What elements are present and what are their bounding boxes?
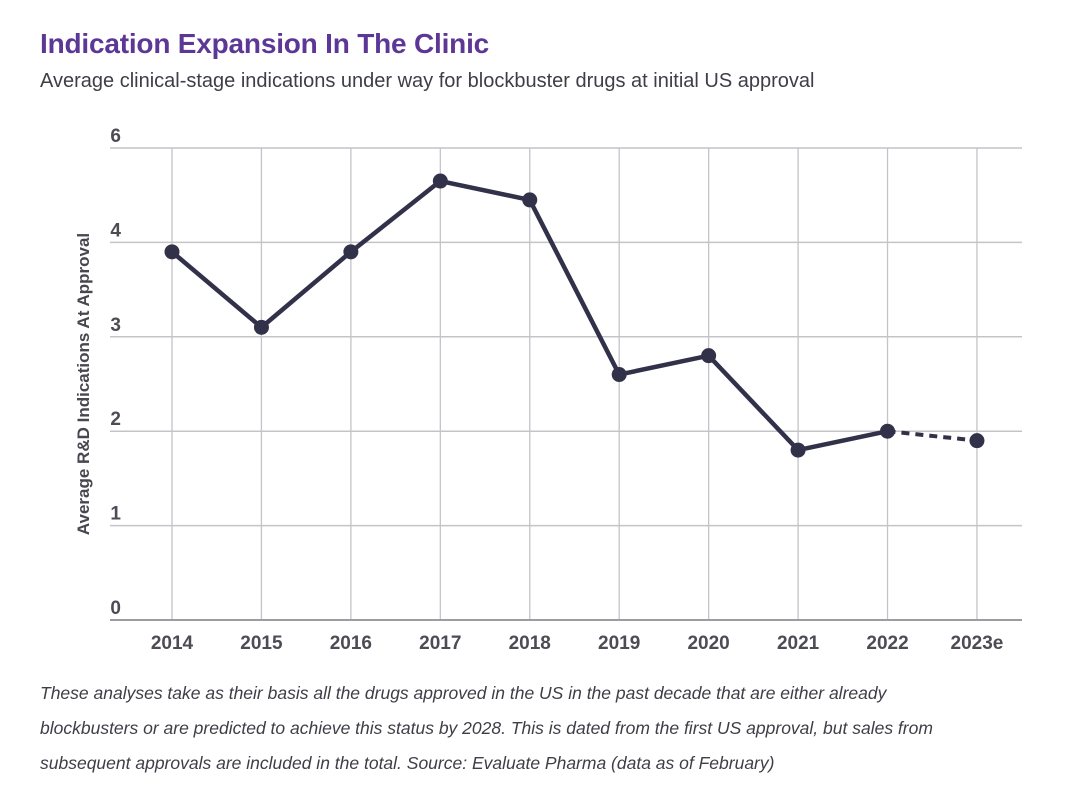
x-tick-label: 2016 xyxy=(330,633,372,654)
x-tick-label: 2015 xyxy=(240,633,283,654)
x-tick-label: 2020 xyxy=(687,633,729,654)
data-point-2018 xyxy=(522,192,538,208)
data-point-2019 xyxy=(611,367,627,383)
y-tick-label: 6 xyxy=(110,126,121,147)
source-note-line: blockbusters or are predicted to achieve… xyxy=(40,718,933,738)
data-point-2020 xyxy=(701,348,717,364)
data-point-2015 xyxy=(253,319,269,335)
chart-subtitle: Average clinical-stage indications under… xyxy=(40,70,815,92)
x-tick-label: 2021 xyxy=(777,633,820,654)
x-tick-label: 2014 xyxy=(151,633,194,654)
x-tick-label: 2018 xyxy=(509,633,551,654)
y-axis-title: Average R&D Indications At Approval xyxy=(74,233,93,535)
data-point-2014 xyxy=(164,244,180,260)
y-tick-label: 1 xyxy=(110,504,121,525)
x-tick-label: 2017 xyxy=(419,633,461,654)
y-tick-label: 3 xyxy=(110,315,121,336)
chart-title: Indication Expansion In The Clinic xyxy=(40,28,490,59)
data-point-2022 xyxy=(880,423,896,439)
data-line-dashed-forecast xyxy=(887,429,978,443)
y-tick-label: 2 xyxy=(110,409,121,430)
source-note-line: These analyses take as their basis all t… xyxy=(40,683,887,703)
data-point-2021 xyxy=(790,442,806,458)
source-note: These analyses take as their basis all t… xyxy=(40,676,1060,781)
x-tick-label: 2019 xyxy=(598,633,640,654)
x-tick-label: 2023e xyxy=(951,633,1004,654)
data-point-2017 xyxy=(432,173,448,189)
y-tick-label: 4 xyxy=(110,220,121,241)
x-tick-label: 2022 xyxy=(866,633,908,654)
y-tick-label: 0 xyxy=(110,598,121,619)
data-point-2016 xyxy=(343,244,359,260)
source-note-line: subsequent approvals are included in the… xyxy=(40,753,775,773)
data-point-2023e xyxy=(969,433,985,449)
